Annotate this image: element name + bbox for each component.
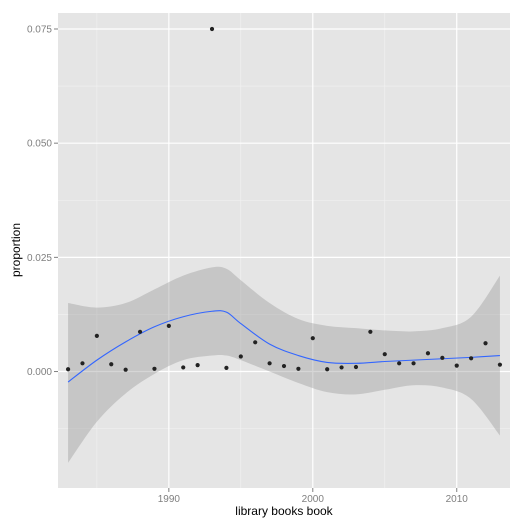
data-point	[65, 367, 71, 372]
data-point	[310, 336, 315, 341]
data-point	[224, 365, 229, 370]
smooth-line	[67, 310, 500, 383]
y-tick-label: 0.025	[27, 253, 52, 264]
data-point	[166, 323, 171, 328]
data-point	[123, 367, 128, 372]
data-point	[209, 26, 215, 32]
data-point	[267, 361, 272, 366]
grid-major	[58, 13, 510, 488]
data-point	[94, 333, 99, 339]
data-point	[339, 365, 344, 370]
points-group	[65, 26, 503, 372]
data-point	[80, 361, 85, 366]
y-tick-label: 0.000	[27, 367, 52, 378]
data-point	[425, 351, 431, 356]
data-point	[253, 340, 258, 345]
plot-panel	[58, 13, 510, 488]
data-point	[353, 364, 359, 370]
data-point	[411, 361, 416, 366]
data-point	[296, 366, 301, 371]
data-point	[368, 329, 373, 334]
data-point	[469, 356, 474, 361]
x-axis-ticks: 1990 2000 2010	[158, 488, 469, 505]
x-axis-title: library books book	[235, 504, 333, 518]
data-point	[497, 362, 503, 367]
y-axis-ticks: 0.000 0.025 0.050 0.075	[27, 24, 58, 378]
data-point	[440, 355, 445, 360]
data-point	[152, 366, 157, 371]
x-tick-label: 1990	[158, 494, 181, 505]
grid-minor	[58, 13, 510, 488]
smooth-line-group	[67, 310, 500, 383]
x-tick-label: 2000	[302, 494, 325, 505]
data-point	[454, 363, 459, 368]
data-point	[397, 361, 402, 366]
data-point	[238, 354, 243, 359]
data-point	[137, 329, 143, 334]
y-axis-title: proportion	[9, 223, 23, 277]
data-point	[483, 341, 488, 346]
data-point	[181, 365, 186, 370]
data-point	[325, 367, 330, 372]
data-point	[382, 352, 387, 357]
data-point	[195, 363, 200, 368]
y-tick-label: 0.050	[27, 139, 52, 150]
x-tick-label: 2010	[446, 494, 469, 505]
data-point	[109, 362, 114, 367]
data-point	[281, 363, 287, 369]
y-tick-label: 0.075	[27, 24, 52, 35]
